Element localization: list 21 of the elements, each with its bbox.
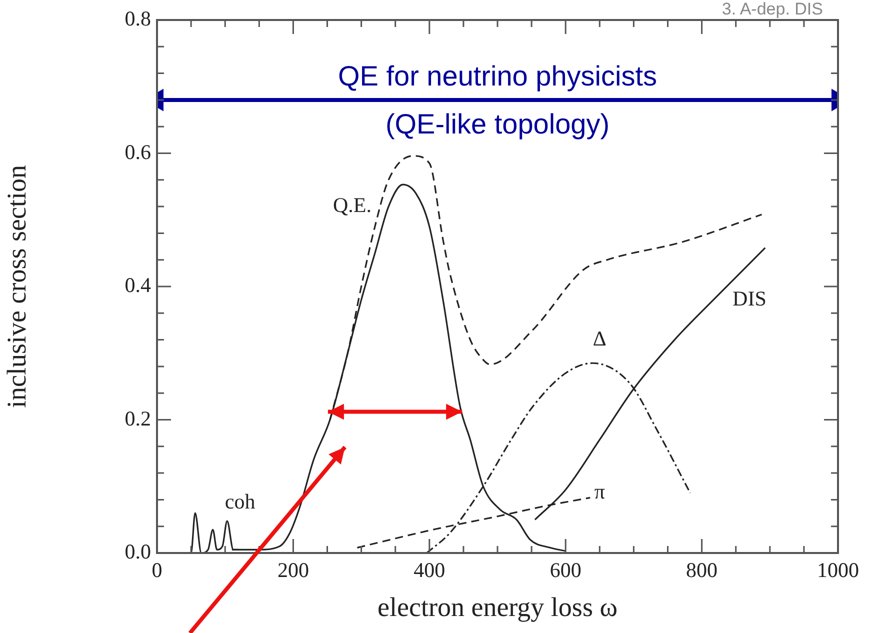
x-tick-label: 200 [277, 558, 309, 582]
annotation: QE for neutrino physicists [338, 60, 658, 92]
x-tick-label: 400 [414, 558, 446, 582]
series-label: coh [224, 490, 256, 514]
series-label: Q.E. [333, 193, 372, 218]
x-tick-label: 600 [550, 558, 582, 582]
y-tick-label: 0.6 [124, 140, 151, 164]
x-tick-label: 800 [686, 558, 718, 582]
y-tick-label: 0.2 [124, 406, 151, 430]
series-label: π [594, 480, 606, 504]
x-tick-label: 1000 [817, 558, 859, 582]
text: 3. A-dep. DIS [722, 0, 823, 19]
x-tick-label: 0 [152, 558, 162, 582]
series-label: DIS [732, 286, 766, 310]
y-tick-label: 0.0 [124, 540, 151, 564]
y-axis-title: inclusive cross section [1, 164, 32, 408]
y-tick-label: 0.8 [124, 6, 151, 31]
series-label: Δ [592, 326, 606, 350]
y-tick-label: 0.4 [124, 273, 152, 298]
annotation: (QE-like topology) [385, 108, 610, 140]
x-axis-title: electron energy loss ω [378, 592, 618, 622]
